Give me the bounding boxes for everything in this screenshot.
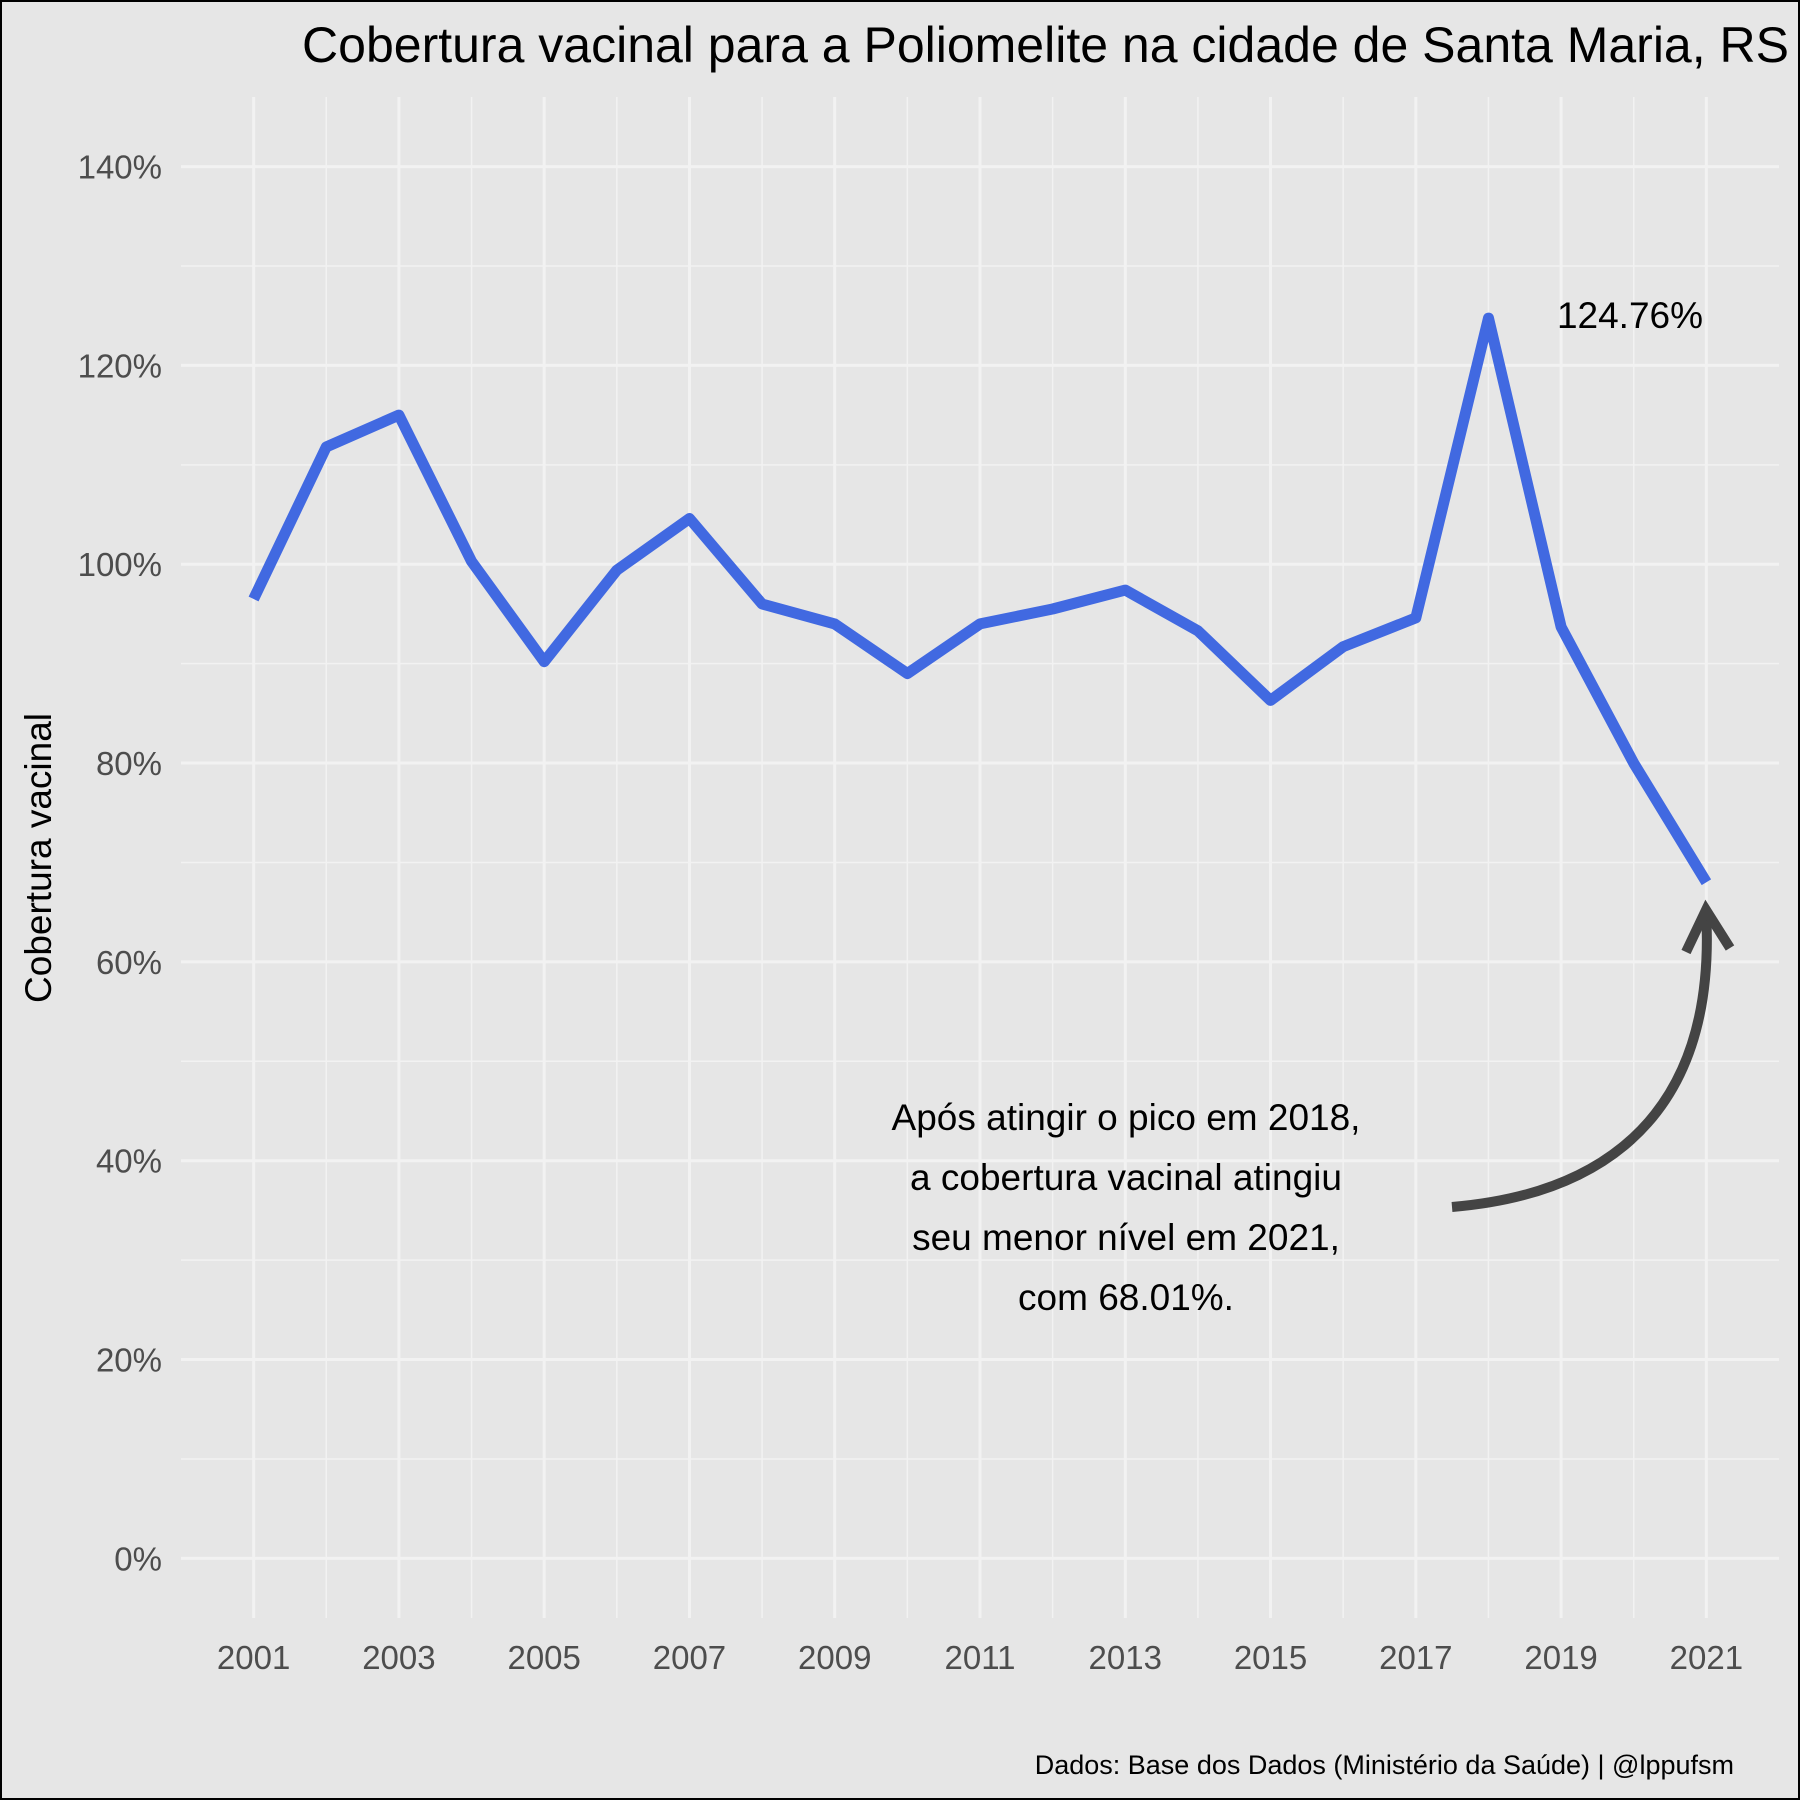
y-tick-label: 0% bbox=[114, 1540, 162, 1577]
y-tick-label: 120% bbox=[78, 347, 162, 384]
chart-title: Cobertura vacinal para a Poliomelite na … bbox=[302, 17, 1789, 73]
annotation-note-line: Após atingir o pico em 2018, bbox=[892, 1097, 1361, 1138]
peak-annotation-label: 124.76% bbox=[1557, 295, 1703, 336]
x-tick-label: 2021 bbox=[1670, 1639, 1743, 1676]
y-tick-label: 140% bbox=[78, 149, 162, 186]
x-tick-label: 2005 bbox=[507, 1639, 580, 1676]
x-tick-label: 2007 bbox=[653, 1639, 726, 1676]
y-tick-label: 20% bbox=[96, 1342, 162, 1379]
x-tick-label: 2009 bbox=[798, 1639, 871, 1676]
x-tick-label: 2019 bbox=[1524, 1639, 1597, 1676]
annotation-note-line: com 68.01%. bbox=[1018, 1277, 1234, 1318]
y-tick-label: 100% bbox=[78, 546, 162, 583]
annotation-note-line: a cobertura vacinal atingiu bbox=[910, 1157, 1342, 1198]
y-tick-label: 60% bbox=[96, 944, 162, 981]
series-line bbox=[248, 312, 1712, 886]
y-tick-label: 80% bbox=[96, 745, 162, 782]
chart-caption: Dados: Base dos Dados (Ministério da Saú… bbox=[1035, 1750, 1734, 1780]
annotation-arrow-shaft bbox=[1451, 909, 1712, 1212]
annotation-arrow bbox=[1451, 899, 1735, 1212]
grid-lines bbox=[181, 97, 1779, 1618]
x-tick-label: 2015 bbox=[1234, 1639, 1307, 1676]
tick-labels: 0% 20% 40% 60% 80% 100% 120% 140% 2001 2003 2005 20… bbox=[78, 149, 1743, 1676]
x-tick-label: 2013 bbox=[1089, 1639, 1162, 1676]
x-tick-label: 2011 bbox=[945, 1639, 1016, 1676]
annotation-note-line: seu menor nível em 2021, bbox=[912, 1217, 1340, 1258]
y-axis-label: Cobertura vacinal bbox=[18, 713, 59, 1003]
x-tick-label: 2017 bbox=[1379, 1639, 1452, 1676]
x-tick-label: 2001 bbox=[217, 1639, 290, 1676]
annotation-arrow-head bbox=[1681, 899, 1735, 955]
annotation-note: Após atingir o pico em 2018, a cobertura… bbox=[892, 1097, 1361, 1318]
x-tick-label: 2003 bbox=[362, 1639, 435, 1676]
series-layer bbox=[248, 312, 1712, 886]
y-tick-label: 40% bbox=[96, 1143, 162, 1180]
